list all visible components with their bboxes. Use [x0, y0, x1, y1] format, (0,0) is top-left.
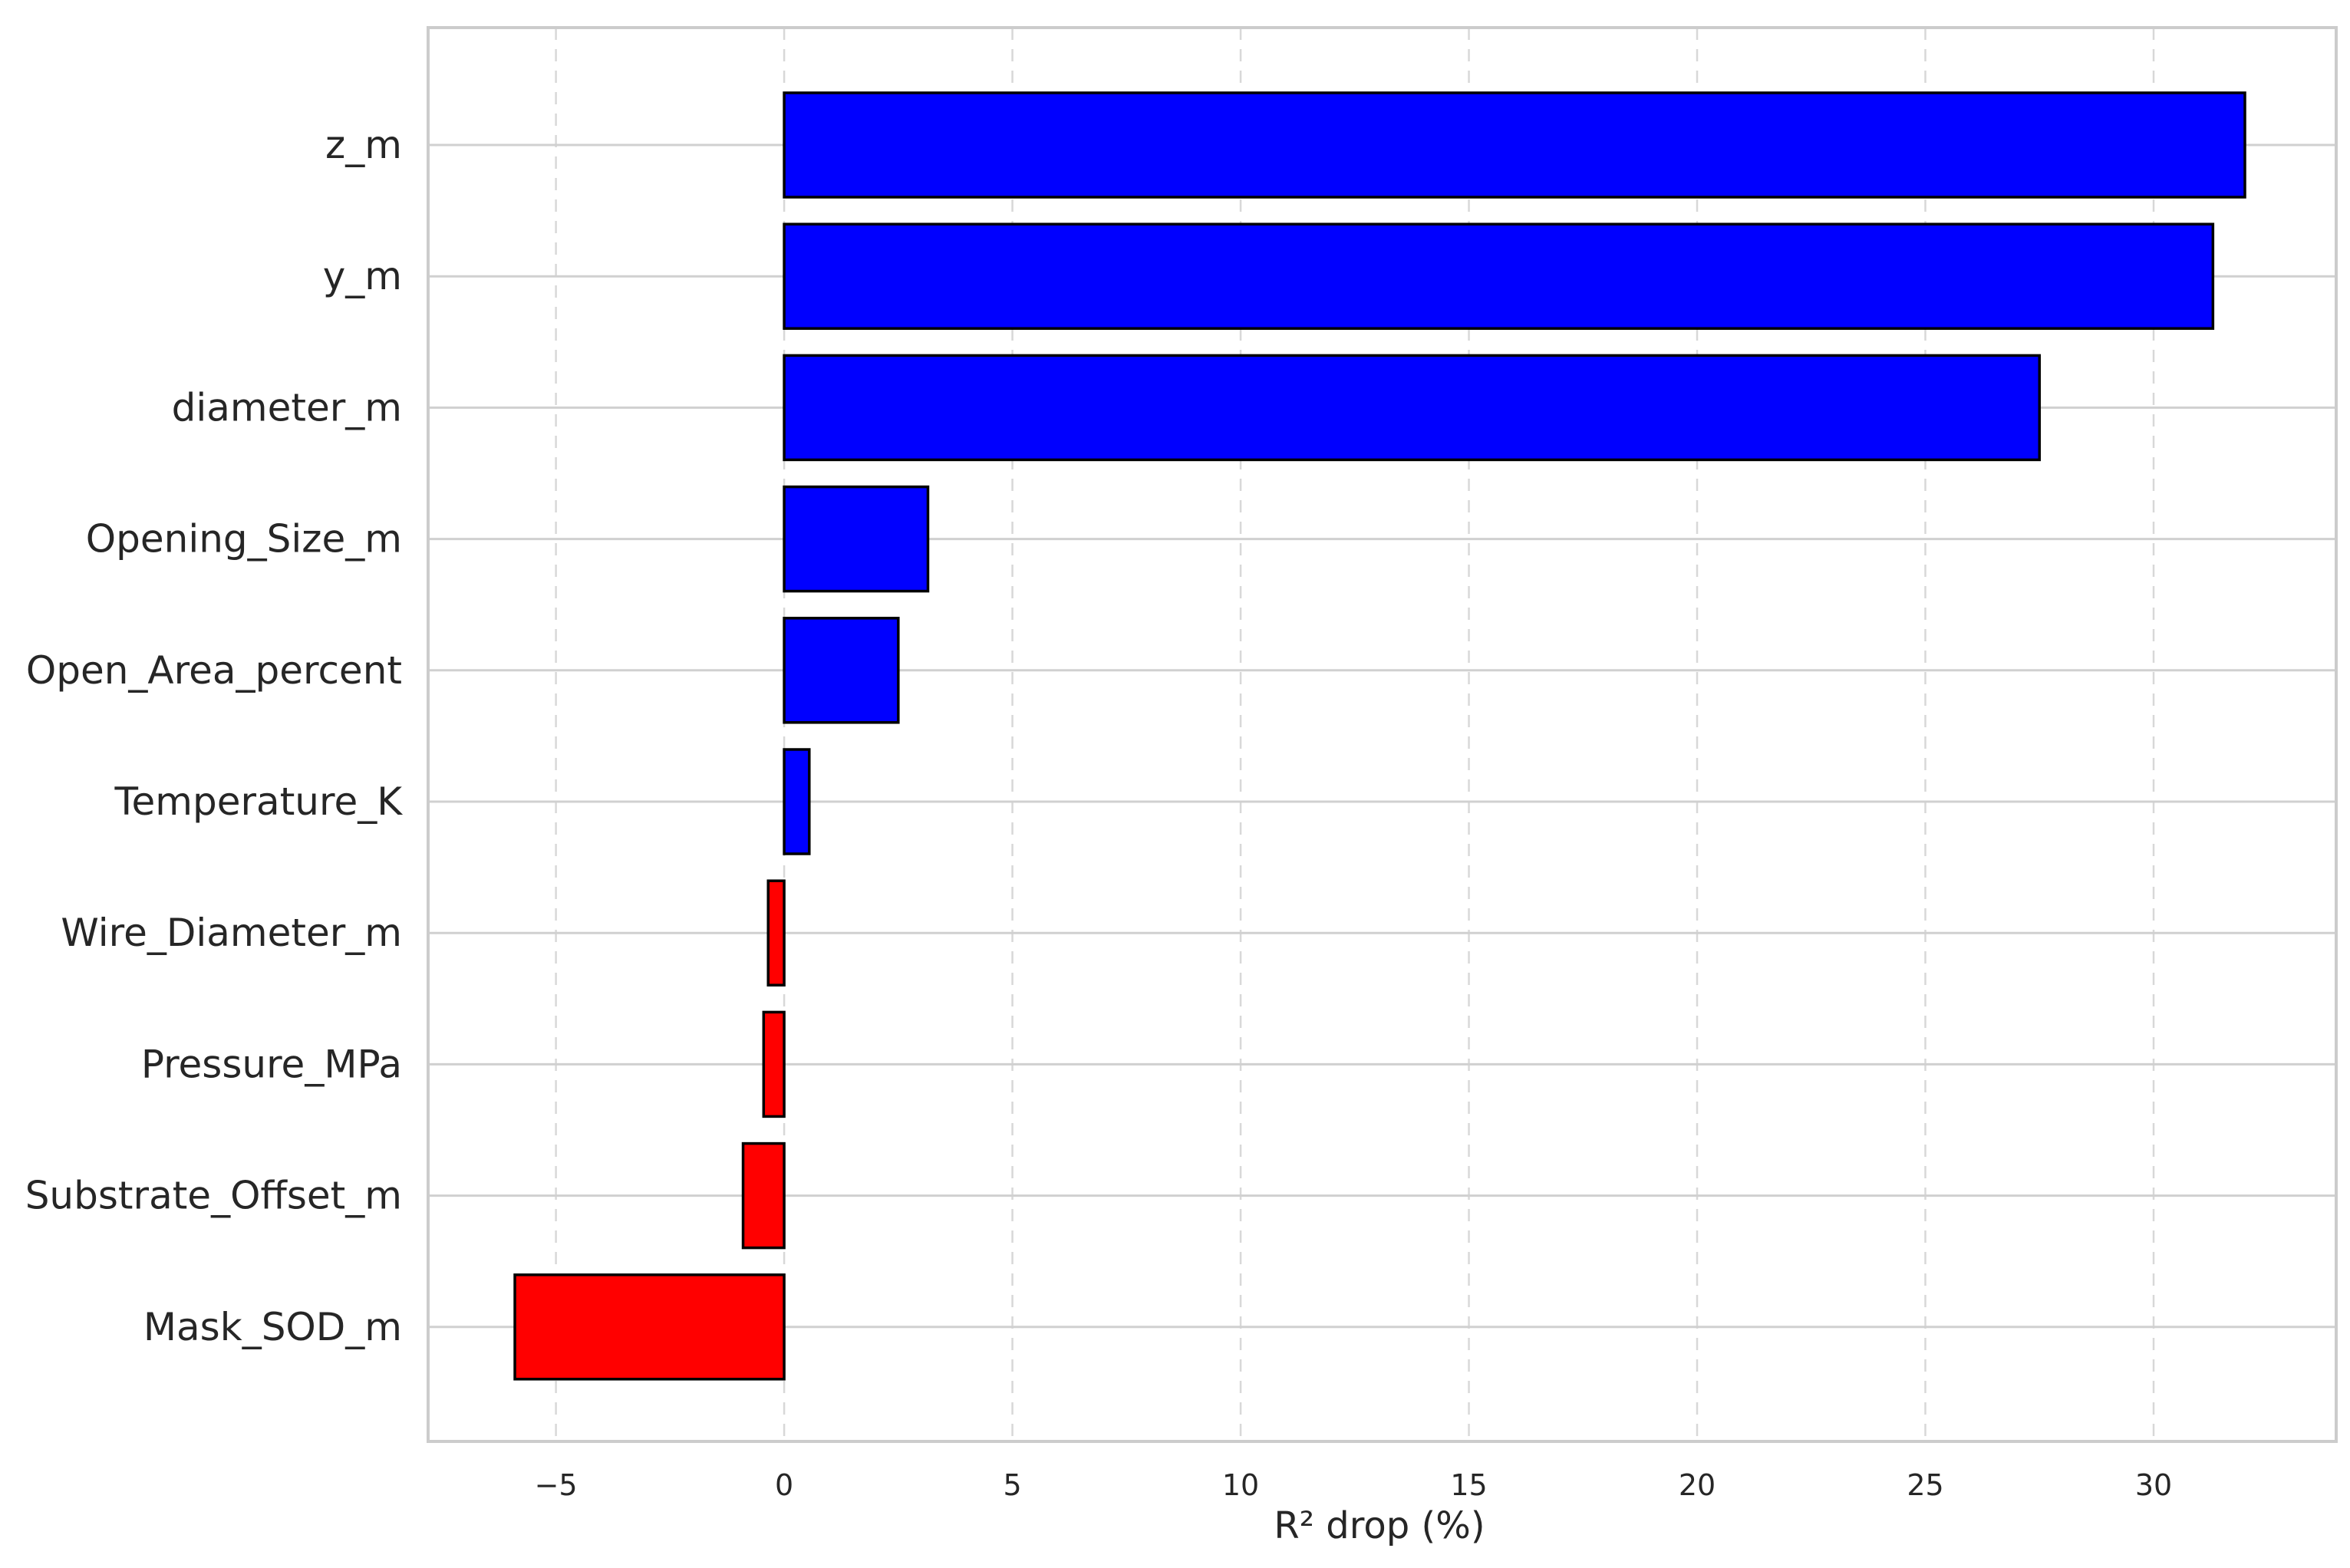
x-axis-label: R² drop (%) — [1274, 1504, 1485, 1547]
bar-temperature-k — [783, 748, 811, 855]
y-tick-label: Temperature_K — [114, 779, 403, 824]
x-tick-label: 5 — [1003, 1468, 1021, 1502]
y-tick-label: y_m — [323, 254, 402, 298]
bar-wire-diameter-m — [766, 879, 786, 987]
x-tick-label: 30 — [2135, 1468, 2172, 1502]
x-tick-label: 0 — [775, 1468, 793, 1502]
y-tick-label: Opening_Size_m — [86, 517, 402, 562]
x-tick-label: −5 — [535, 1468, 578, 1502]
y-tick-label: Open_Area_percent — [26, 648, 402, 693]
bar-open-area-percent — [783, 617, 900, 724]
x-tick-label: 25 — [1907, 1468, 1943, 1502]
x-tick-labels: −5 0 5 10 15 20 25 30 — [535, 1468, 2173, 1502]
bar-layer — [513, 91, 2246, 1381]
y-tick-label: Mask_SOD_m — [143, 1305, 402, 1349]
plot-frame — [427, 26, 2338, 1443]
bar-z-m — [783, 91, 2246, 199]
y-tick-label: z_m — [325, 123, 402, 167]
y-tick-label: diameter_m — [172, 385, 402, 430]
bar-diameter-m — [783, 354, 2042, 462]
bar-pressure-mpa — [762, 1010, 786, 1118]
bar-substrate-offset-m — [741, 1141, 786, 1250]
y-tick-label: Pressure_MPa — [141, 1042, 402, 1086]
y-tick-label: Wire_Diameter_m — [61, 911, 402, 955]
grid-layer — [428, 28, 2336, 1441]
x-tick-label: 15 — [1450, 1468, 1487, 1502]
x-tick-label: 20 — [1679, 1468, 1716, 1502]
bar-y-m — [783, 222, 2215, 330]
y-tick-labels: z_m y_m diameter_m Opening_Size_m Open_Area_… — [25, 123, 404, 1349]
x-tick-label: 10 — [1222, 1468, 1259, 1502]
y-tick-label: Substrate_Offset_m — [25, 1174, 402, 1218]
bar-opening-size-m — [783, 485, 930, 593]
bar-mask-sod-m — [513, 1273, 786, 1381]
